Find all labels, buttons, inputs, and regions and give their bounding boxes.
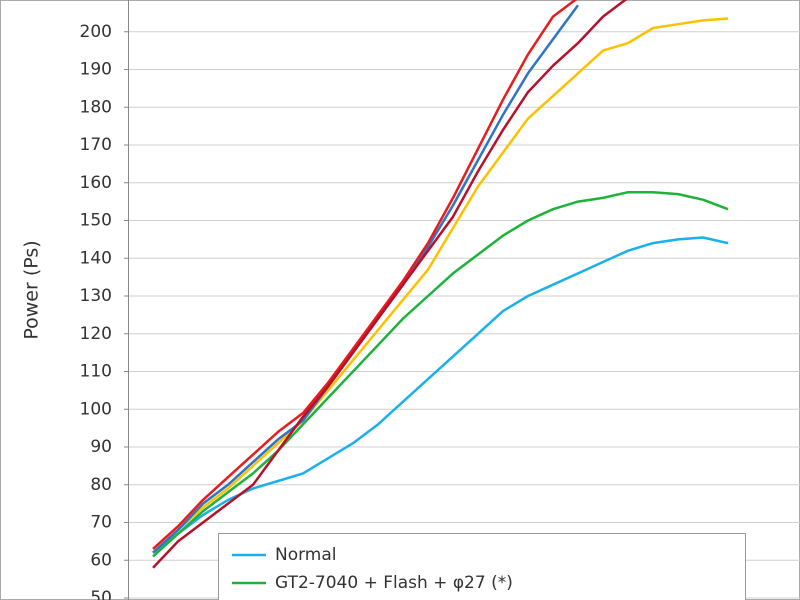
y-tick-label: 180: [80, 97, 112, 117]
y-tick-label: 140: [80, 248, 112, 268]
y-tick-label: 80: [90, 475, 112, 495]
series-line: [152, 17, 729, 554]
y-tick-label: 50: [90, 588, 112, 600]
y-tick-label: 60: [90, 550, 112, 570]
y-tick-label: 200: [80, 22, 112, 42]
y-tick-label: 190: [80, 60, 112, 80]
plot: [152, 0, 729, 569]
series-line: [152, 0, 578, 550]
y-tick-label: 120: [80, 324, 112, 344]
y-tick-label: 90: [90, 437, 112, 457]
y-tick-label: 160: [80, 173, 112, 193]
y-tick-label: 130: [80, 286, 112, 306]
y-tick-label: 150: [80, 211, 112, 231]
legend: Normal GT2-7040 + Flash + φ27 (*): [218, 533, 746, 600]
y-tick-label: 110: [80, 362, 112, 382]
legend-label: GT2-7040 + Flash + φ27 (*): [275, 573, 513, 593]
y-tick-label: 170: [80, 135, 112, 155]
y-tick-label: 210: [80, 0, 112, 4]
series-line: [152, 0, 628, 569]
legend-box: [218, 533, 746, 600]
y-tick-label: 70: [90, 513, 112, 533]
legend-label: Normal: [275, 545, 337, 565]
series-line: [152, 236, 729, 554]
series-line: [152, 190, 729, 558]
y-tick-label: 100: [80, 399, 112, 419]
y-axis-title: Power (Ps): [21, 240, 43, 339]
